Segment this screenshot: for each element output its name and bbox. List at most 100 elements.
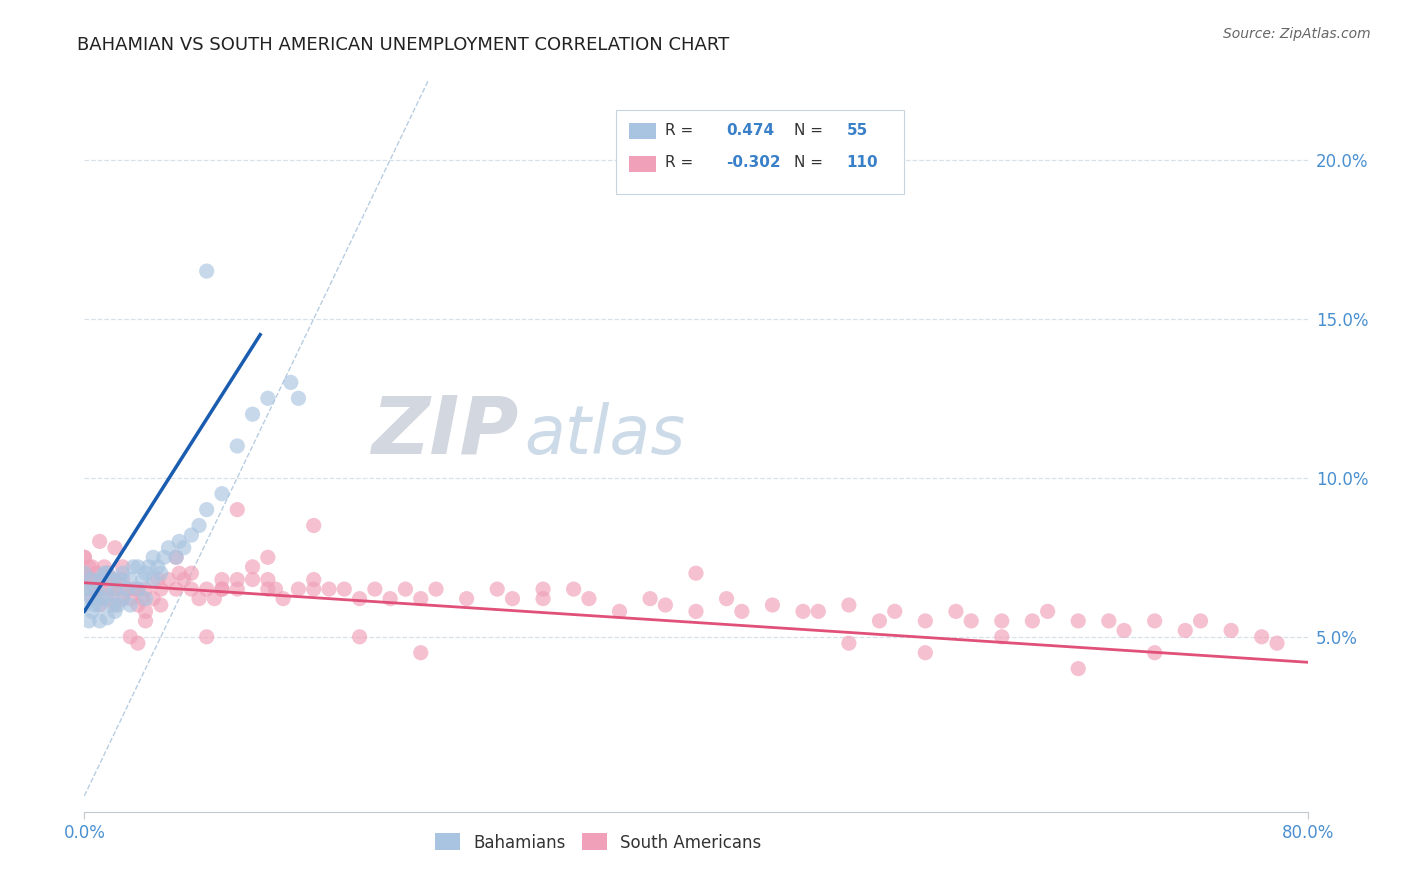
- Point: [86, 566, 108, 581]
- Point: [146, 573, 169, 587]
- Point: [960, 614, 983, 628]
- Point: [349, 630, 371, 644]
- Point: [165, 582, 187, 596]
- Point: [287, 582, 309, 596]
- Point: [226, 582, 249, 596]
- Point: [104, 573, 127, 587]
- Point: [80, 591, 103, 606]
- Point: [131, 573, 153, 587]
- Point: [80, 559, 103, 574]
- Text: BAHAMIAN VS SOUTH AMERICAN UNEMPLOYMENT CORRELATION CHART: BAHAMIAN VS SOUTH AMERICAN UNEMPLOYMENT …: [77, 36, 730, 54]
- Point: [107, 598, 129, 612]
- Point: [135, 614, 157, 628]
- Point: [991, 630, 1014, 644]
- Point: [96, 589, 118, 603]
- Point: [149, 598, 172, 612]
- Point: [180, 528, 202, 542]
- Point: [188, 518, 211, 533]
- Point: [101, 582, 124, 596]
- Point: [807, 604, 830, 618]
- Point: [91, 573, 114, 587]
- Point: [195, 502, 218, 516]
- Point: [1174, 624, 1197, 638]
- Point: [153, 550, 176, 565]
- Point: [73, 582, 96, 596]
- Point: [86, 582, 108, 596]
- Point: [211, 582, 233, 596]
- Point: [394, 582, 416, 596]
- Point: [101, 598, 124, 612]
- Point: [991, 614, 1014, 628]
- Point: [80, 573, 103, 587]
- Point: [96, 566, 118, 581]
- Point: [73, 550, 96, 565]
- Point: [111, 591, 134, 606]
- Point: [914, 646, 936, 660]
- Point: [638, 591, 661, 606]
- Point: [531, 591, 554, 606]
- FancyBboxPatch shape: [616, 110, 904, 194]
- Point: [135, 604, 157, 618]
- Text: 0.474: 0.474: [727, 122, 775, 137]
- Text: R =: R =: [665, 122, 699, 137]
- Point: [73, 598, 96, 612]
- Point: [120, 591, 142, 606]
- Point: [1098, 614, 1121, 628]
- Point: [135, 566, 157, 581]
- Point: [80, 604, 103, 618]
- Point: [318, 582, 340, 596]
- Point: [146, 559, 169, 574]
- Point: [180, 566, 202, 581]
- Point: [202, 591, 225, 606]
- Point: [531, 582, 554, 596]
- Point: [96, 591, 118, 606]
- Point: [211, 573, 233, 587]
- Point: [838, 598, 860, 612]
- Point: [122, 582, 145, 596]
- Point: [157, 541, 180, 555]
- Point: [108, 573, 131, 587]
- Point: [380, 591, 402, 606]
- Bar: [628, 155, 655, 171]
- Point: [226, 573, 249, 587]
- Point: [195, 630, 218, 644]
- Point: [122, 559, 145, 574]
- Point: [96, 566, 118, 581]
- Point: [115, 582, 138, 596]
- Point: [167, 566, 190, 581]
- Point: [1250, 630, 1272, 644]
- Point: [883, 604, 905, 618]
- Point: [80, 591, 103, 606]
- Point: [173, 573, 195, 587]
- Point: [1036, 604, 1059, 618]
- Point: [73, 566, 96, 581]
- Point: [96, 573, 118, 587]
- Point: [77, 559, 100, 574]
- Point: [302, 573, 325, 587]
- Point: [609, 604, 631, 618]
- Point: [409, 591, 432, 606]
- Point: [195, 582, 218, 596]
- Point: [287, 392, 309, 406]
- Point: [142, 550, 165, 565]
- Point: [1265, 636, 1288, 650]
- Point: [80, 573, 103, 587]
- Point: [111, 573, 134, 587]
- Text: -0.302: -0.302: [727, 155, 782, 170]
- Point: [135, 591, 157, 606]
- Point: [89, 598, 111, 612]
- Point: [107, 582, 129, 596]
- Point: [131, 591, 153, 606]
- Point: [165, 550, 187, 565]
- Point: [127, 582, 149, 596]
- Point: [409, 646, 432, 660]
- Point: [180, 582, 202, 596]
- Bar: [628, 123, 655, 139]
- Point: [1220, 624, 1243, 638]
- Point: [211, 486, 233, 500]
- Point: [93, 566, 115, 581]
- Point: [73, 582, 96, 596]
- Point: [120, 573, 142, 587]
- Point: [127, 559, 149, 574]
- Point: [731, 604, 754, 618]
